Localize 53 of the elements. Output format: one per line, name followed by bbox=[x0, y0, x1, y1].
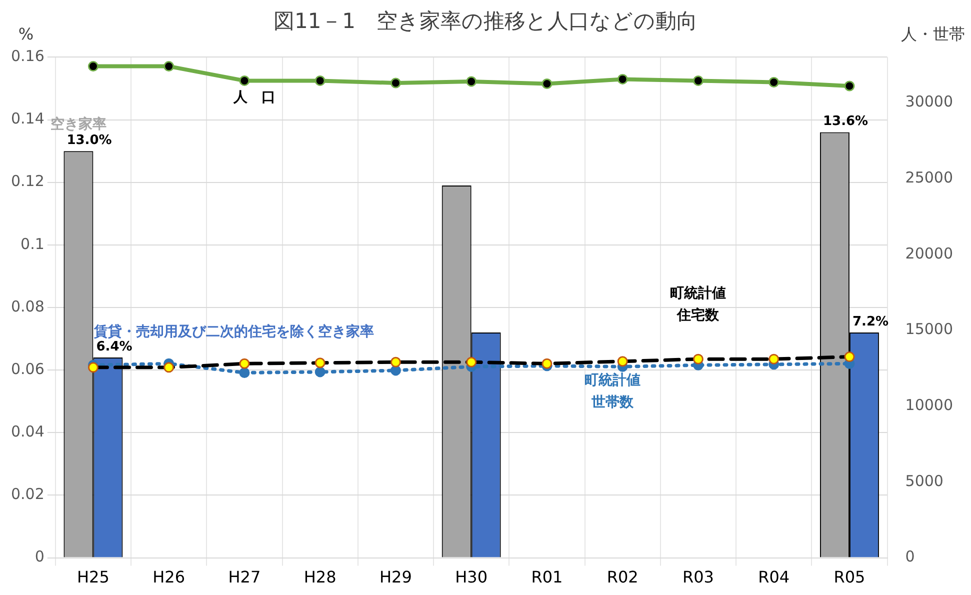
point bbox=[239, 367, 250, 378]
y-tick-label: 0.16 bbox=[10, 47, 44, 66]
y-tick-label: 0 bbox=[34, 548, 44, 566]
point bbox=[164, 61, 174, 72]
point bbox=[768, 76, 780, 88]
y-axis-title: % bbox=[18, 24, 34, 44]
y2-tick-label: 15000 bbox=[905, 320, 953, 338]
text: 町統計値住宅数 bbox=[670, 286, 726, 324]
x-tick-label: H30 bbox=[455, 568, 488, 587]
y2-tick-label: 20000 bbox=[905, 244, 953, 262]
y2-tick-label: 0 bbox=[905, 548, 915, 566]
data-label: 6.4% bbox=[96, 339, 132, 354]
y2-tick-label: 25000 bbox=[905, 168, 953, 186]
y-tick-label: 0.12 bbox=[10, 172, 44, 190]
y-tick-label: 0.02 bbox=[10, 485, 44, 504]
y2-tick-label: 30000 bbox=[905, 92, 953, 111]
point bbox=[466, 76, 477, 87]
y-tick-label: 0.1 bbox=[20, 234, 44, 253]
data-label: 13.6% bbox=[822, 114, 868, 130]
point bbox=[239, 75, 250, 86]
point bbox=[390, 78, 401, 88]
point bbox=[617, 74, 628, 84]
series-label: 町統計値世帯数 bbox=[584, 372, 641, 410]
x-tick-label: R05 bbox=[834, 568, 866, 587]
x-tick-label: H26 bbox=[152, 568, 186, 587]
y-tick-label: 0.06 bbox=[10, 360, 44, 378]
x-tick-label: R02 bbox=[606, 568, 638, 587]
x-tick-label: R03 bbox=[682, 568, 714, 587]
y-tick-label: 0.14 bbox=[10, 110, 44, 128]
point bbox=[844, 80, 855, 92]
point bbox=[88, 61, 98, 72]
y-tick-label: 0.08 bbox=[10, 297, 44, 316]
series-label: 人 口 bbox=[232, 89, 276, 106]
point bbox=[314, 366, 326, 378]
point bbox=[314, 75, 326, 86]
point bbox=[542, 78, 552, 89]
point bbox=[692, 75, 704, 86]
x-tick-label: H28 bbox=[304, 568, 336, 587]
x-tick-label: R01 bbox=[531, 568, 563, 587]
series-label: 空き家率 bbox=[50, 116, 106, 133]
y2-tick-label: 5000 bbox=[905, 472, 944, 490]
point bbox=[390, 365, 401, 376]
data-label: 13.0% bbox=[66, 132, 112, 148]
data-label: 7.2% bbox=[852, 314, 889, 330]
y-tick-label: 0.04 bbox=[10, 422, 44, 441]
chart-title: 図11－1 空き家率の推移と人口などの動向 bbox=[273, 9, 698, 34]
y2-axis-title: 人・世帯 bbox=[901, 24, 965, 44]
x-tick-label: H29 bbox=[380, 568, 412, 587]
series-label: 賃貸・売却用及び二次的住宅を除く空き家率 bbox=[93, 323, 374, 340]
x-tick-label: H27 bbox=[228, 568, 261, 587]
x-tick-label: H25 bbox=[77, 568, 110, 587]
x-tick-label: R04 bbox=[758, 568, 790, 587]
y2-tick-label: 10000 bbox=[905, 396, 953, 414]
